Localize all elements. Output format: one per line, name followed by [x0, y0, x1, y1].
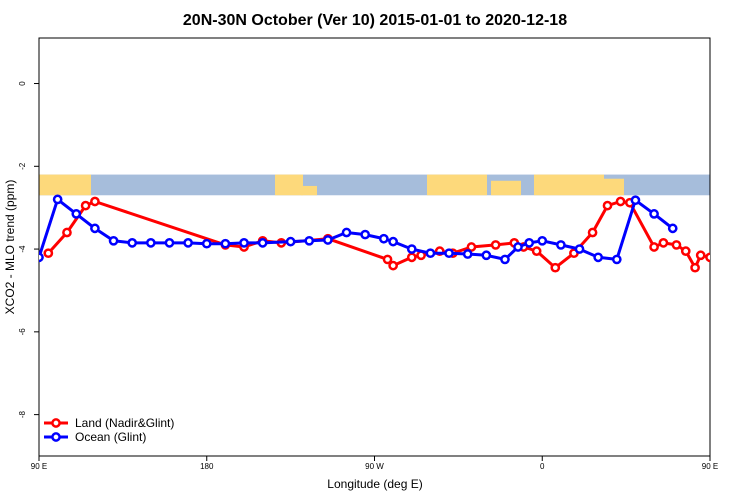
data-point [239, 238, 249, 248]
data-point [406, 244, 417, 254]
data-point [481, 250, 492, 261]
data-point [649, 242, 659, 252]
x-tick-label: 180 [200, 462, 214, 471]
x-axis: 90 E 180 90 W 0 90 E [31, 456, 718, 471]
data-point [90, 196, 100, 207]
plot-frame [38, 37, 711, 457]
legend: Land (Nadir&Glint)Ocean (Glint) [44, 416, 174, 444]
legend-label: Ocean (Glint) [75, 430, 146, 444]
y-tick-label: 0 [18, 81, 27, 86]
map-land-asia-left [39, 174, 91, 196]
data-point [602, 200, 613, 211]
data-point [466, 242, 477, 252]
data-point [490, 240, 501, 250]
map-strip-background [39, 174, 710, 196]
map-land-central-america [301, 185, 317, 196]
chart-title: 20N-30N October (Ver 10) 2015-01-01 to 2… [183, 12, 567, 29]
x-tick-label: 90 E [702, 462, 718, 471]
y-tick-label: -8 [18, 411, 27, 419]
data-point [513, 242, 523, 252]
y-tick-label: -6 [18, 328, 27, 336]
data-point [444, 248, 454, 259]
map-land-se-asia [604, 178, 624, 196]
data-point [695, 250, 706, 261]
data-point [220, 238, 231, 249]
data-point [462, 249, 473, 259]
map-land-americas [275, 174, 303, 196]
data-point [108, 235, 119, 246]
map-land-africa [427, 174, 487, 196]
x-axis-label: Longitude (deg E) [327, 477, 422, 491]
data-point [406, 252, 417, 263]
data-point [304, 235, 315, 246]
legend-swatch-marker [51, 418, 61, 428]
legend-swatch-marker [51, 432, 61, 442]
data-point [127, 238, 138, 248]
data-point [341, 227, 352, 238]
map-land-arabia [491, 180, 521, 196]
data-point [671, 240, 682, 250]
data-point [531, 246, 542, 256]
y-tick-label: -2 [18, 162, 27, 170]
data-point [615, 196, 626, 207]
data-point [285, 236, 296, 247]
data-point [630, 195, 641, 206]
series-layer [39, 194, 710, 273]
legend-label: Land (Nadir&Glint) [75, 416, 174, 430]
data-point [183, 238, 193, 248]
data-point [388, 236, 398, 247]
data-point [201, 238, 212, 249]
data-point [500, 254, 510, 265]
series-ocean [39, 194, 678, 265]
data-point [80, 200, 91, 211]
x-tick-label: 90 W [365, 462, 384, 471]
y-axis: 0 -2 -4 -6 -8 [18, 81, 39, 418]
data-point [550, 262, 561, 273]
data-point [556, 240, 566, 250]
data-point [257, 238, 268, 248]
data-point [382, 254, 393, 265]
data-point [680, 246, 691, 256]
y-axis-label: XCO2 - MLO trend (ppm) [3, 180, 17, 315]
data-point [52, 194, 63, 205]
data-point [145, 238, 156, 248]
data-point [43, 248, 54, 259]
data-point [388, 260, 398, 271]
data-point [587, 227, 598, 238]
x-tick-label: 90 E [31, 462, 47, 471]
data-point [39, 252, 44, 263]
data-point [323, 235, 333, 245]
data-point [537, 235, 548, 246]
data-point [690, 262, 700, 273]
data-point [524, 238, 535, 248]
data-point [164, 238, 175, 248]
y-tick-label: -4 [18, 245, 27, 253]
data-point [378, 233, 389, 244]
data-point [360, 229, 371, 240]
data-point [71, 209, 82, 219]
data-point [667, 223, 678, 234]
x-tick-label: 0 [540, 462, 545, 471]
data-point [658, 238, 669, 248]
data-point [611, 254, 622, 265]
data-point [593, 252, 604, 263]
data-point [62, 227, 72, 238]
data-point [574, 244, 585, 254]
data-point [705, 252, 710, 263]
data-point [90, 223, 100, 234]
data-point [649, 209, 659, 219]
data-point [425, 248, 436, 259]
map-land-india-asia [534, 174, 604, 196]
